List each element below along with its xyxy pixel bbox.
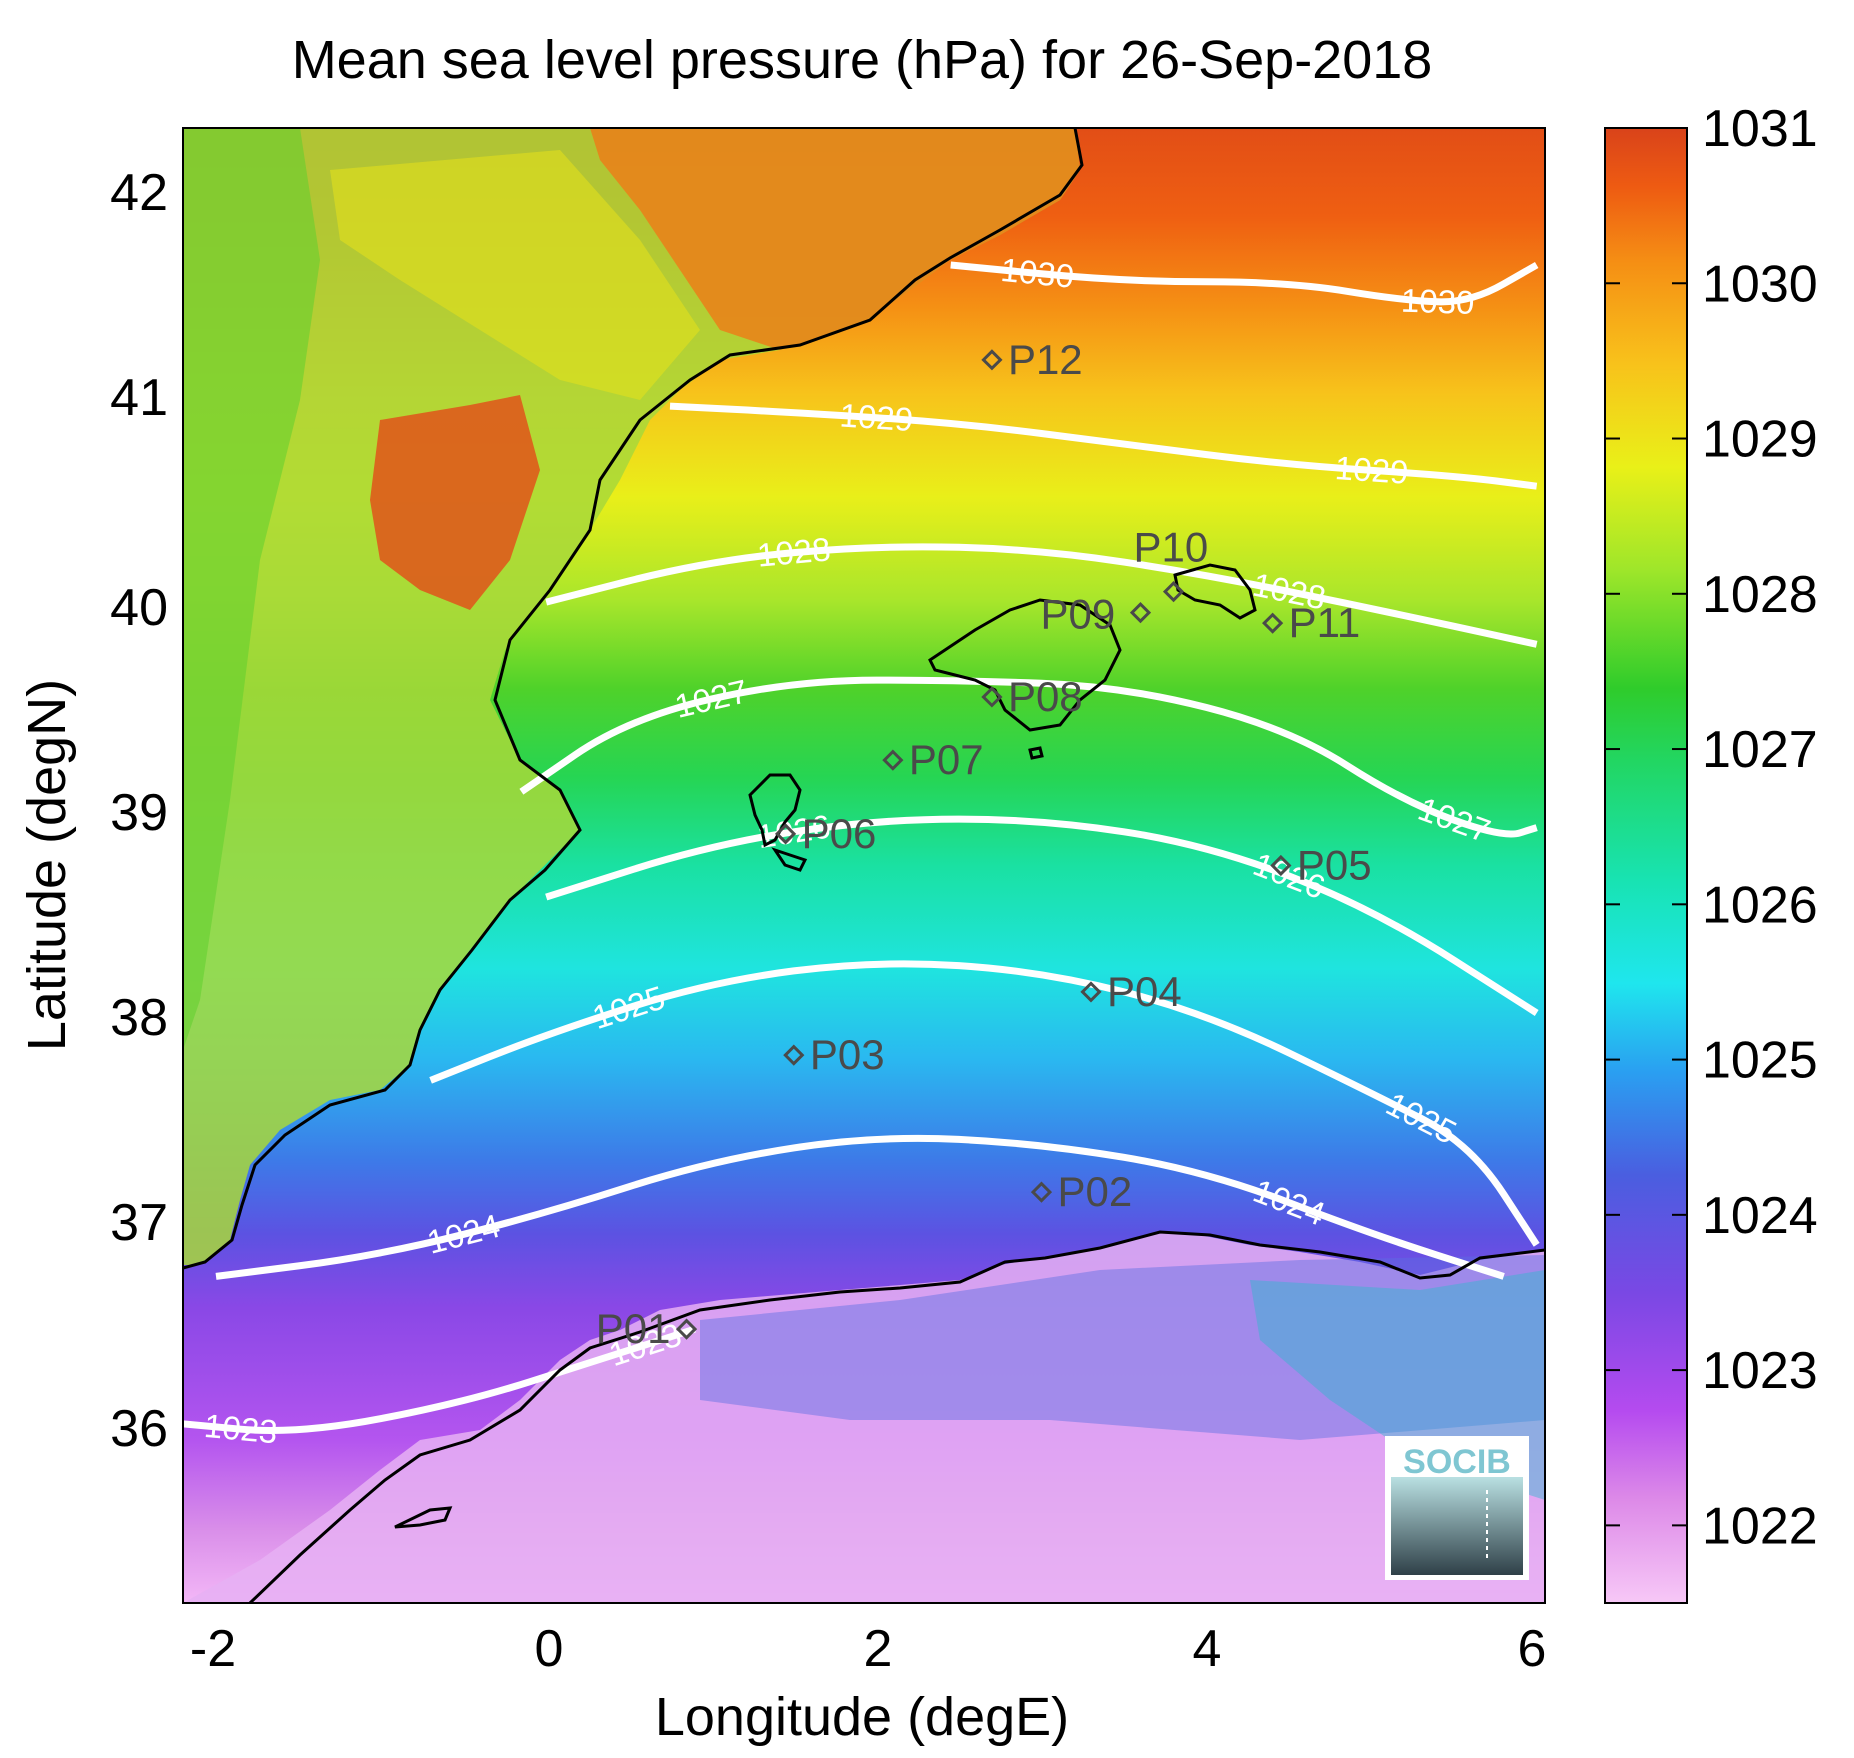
station-marker-P09 [1129, 602, 1152, 624]
y-axis: 36 37 38 39 40 41 42 Latitude (degN) [17, 164, 168, 1458]
colorbar-tick-label: 1031 [1702, 100, 1818, 158]
isobar-label-1029: 1029 [839, 396, 915, 438]
station-marker-P04 [1080, 981, 1102, 1003]
isobar-1025 [429, 960, 1540, 1247]
north-african-coastline [248, 1230, 1545, 1603]
west-green [183, 128, 320, 1050]
x-tick-label: 4 [1193, 1620, 1222, 1678]
station-label-P02: P02 [1057, 1168, 1132, 1215]
highland-orange [370, 395, 540, 610]
isobar-1024 [215, 1134, 1505, 1280]
y-tick-label: 39 [110, 784, 168, 842]
chart-title: Mean sea level pressure (hPa) for 26-Sep… [292, 30, 1433, 90]
station-label-P01: P01 [596, 1305, 671, 1352]
cabrera-island [1028, 746, 1044, 760]
socib-logo: SOCIB [1385, 1436, 1529, 1580]
station-marker-P11 [1262, 612, 1284, 634]
x-tick-label: 2 [864, 1620, 893, 1678]
alboran-island [394, 1506, 453, 1529]
colorbar-tick-label: 1024 [1702, 1187, 1818, 1245]
station-marker-P10 [1162, 581, 1185, 603]
station-marker-P07 [882, 749, 904, 771]
y-axis-title: Latitude (degN) [17, 679, 77, 1051]
station-marker-P06 [774, 823, 797, 845]
iberian-coastline [183, 128, 1084, 1270]
isobar-layer: 1023102310241024102510251026102610271027… [183, 251, 1540, 1451]
station-label-P05: P05 [1297, 842, 1372, 889]
colorbar-tick-label: 1023 [1702, 1342, 1818, 1400]
station-marker-P01 [675, 1318, 698, 1340]
station-marker-P05 [1270, 854, 1292, 877]
station-label-P12: P12 [1008, 336, 1083, 383]
y-tick-label: 37 [110, 1194, 168, 1252]
x-tick-label: 6 [1518, 1620, 1547, 1678]
isobar-label-1030: 1030 [999, 251, 1076, 295]
y-tick-label: 42 [110, 164, 168, 222]
colorbar-ticks: 1022 1023 1024 1025 1026 1027 1028 1029 1030 1031 [1605, 100, 1818, 1555]
y-tick-label: 40 [110, 579, 168, 637]
isobar-label-1028: 1028 [756, 530, 832, 573]
menorca-island [1173, 563, 1257, 620]
formentera-island [771, 847, 808, 872]
station-marker-P12 [981, 349, 1003, 371]
x-axis: -2 0 2 4 6 Longitude (degE) [190, 1620, 1547, 1747]
y-tick-label: 36 [110, 1400, 168, 1458]
isobar-1026 [545, 815, 1539, 1016]
plot-frame [182, 127, 1546, 1604]
northeast-orange [590, 128, 1080, 350]
colorbar-tick-label: 1022 [1702, 1497, 1818, 1555]
isobar-label-1023: 1023 [203, 1407, 279, 1451]
y-tick-label: 38 [110, 989, 168, 1047]
iberia-land [183, 128, 1080, 1265]
colorbar-scale [1604, 127, 1688, 1604]
isobar-1028 [545, 543, 1538, 648]
colorbar-tick-label: 1026 [1702, 876, 1818, 934]
station-label-P08: P08 [1008, 673, 1083, 720]
isobar-label-1029: 1029 [1334, 449, 1410, 491]
africa-blue-band [700, 1255, 1545, 1440]
x-tick-label: 0 [535, 1620, 564, 1678]
station-label-P04: P04 [1107, 968, 1182, 1015]
y-tick-label: 41 [110, 369, 168, 427]
mallorca-island [928, 598, 1122, 732]
station-marker-P03 [783, 1044, 805, 1066]
colorbar-tick-label: 1027 [1702, 721, 1818, 779]
isobar-label-1030: 1030 [1400, 282, 1475, 321]
station-label-P11: P11 [1289, 599, 1361, 646]
ibiza-island [748, 773, 802, 848]
station-label-P09: P09 [1041, 591, 1116, 638]
station-marker-P08 [981, 686, 1003, 708]
interior-yellow [330, 150, 700, 400]
colorbar-tick-label: 1030 [1702, 255, 1818, 313]
isobar-1030 [950, 261, 1539, 306]
plot-area: 1023102310241024102510251026102610271027… [183, 128, 1545, 1603]
africa-land [183, 1232, 1545, 1603]
colorbar-tick-label: 1025 [1702, 1032, 1818, 1090]
x-axis-title: Longitude (degE) [655, 1687, 1069, 1747]
x-tick-label: -2 [190, 1620, 236, 1678]
colorbar-tick-label: 1029 [1702, 411, 1818, 469]
station-marker-P02 [1030, 1181, 1053, 1203]
station-label-P07: P07 [909, 736, 984, 783]
isobar-1023 [183, 1325, 696, 1434]
station-label-P06: P06 [802, 810, 877, 857]
colorbar: 1022 1023 1024 1025 1026 1027 1028 1029 1030 1031 [1604, 100, 1818, 1604]
logo-text: SOCIB [1403, 1443, 1511, 1481]
station-label-P03: P03 [810, 1031, 885, 1078]
station-label-P10: P10 [1134, 524, 1209, 571]
station-layer: P01 P02 P03 P04 P05 P06 P07 P08 P09 P10 P11 P12 [596, 336, 1372, 1352]
isobar-1029 [669, 402, 1538, 490]
coastline-layer [183, 128, 1545, 1603]
colorbar-tick-label: 1028 [1702, 566, 1818, 624]
isobar-1027 [519, 676, 1538, 838]
